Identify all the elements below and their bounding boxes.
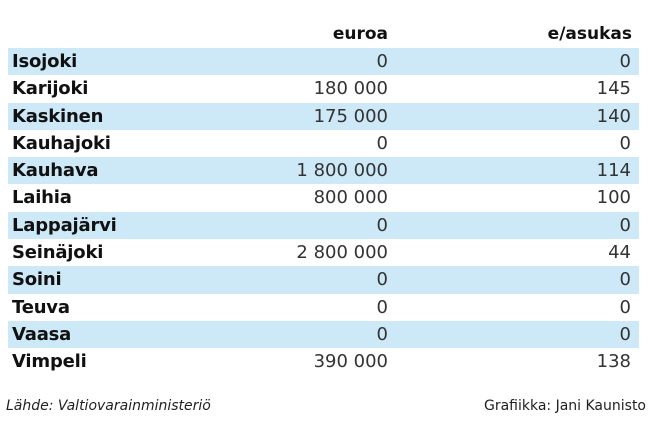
municipality-name: Seinäjoki [12,242,104,264]
euroa-value: 180 000 [313,78,388,100]
table-row: Kauhajoki 0 0 [8,130,639,157]
euroa-value: 0 [376,51,388,72]
municipality-name: Karijoki [12,78,89,100]
euroa-value: 2 800 000 [296,242,388,264]
table-header: euroa e/asukas [8,24,639,48]
euroa-value: 0 [376,214,388,236]
table-row: Isojoki 0 0 [8,48,639,76]
column-header-e-per-asukas: e/asukas [547,24,632,44]
municipality-name: Kauhajoki [12,132,111,154]
municipality-name: Laihia [12,187,72,209]
table-row: Laihia 800 000 100 [8,184,639,211]
table-row: Karijoki 180 000 145 [8,75,639,102]
per-capita-value: 145 [596,78,631,100]
table-row: Kauhava 1 800 000 114 [8,157,639,185]
per-capita-value: 0 [619,296,631,318]
per-capita-value: 0 [619,51,631,72]
municipality-name: Isojoki [12,51,78,72]
table-row: Vimpeli 390 000 138 [8,348,639,375]
euroa-value: 1 800 000 [296,160,388,182]
per-capita-value: 0 [619,269,631,291]
euroa-value: 175 000 [313,105,388,127]
graphic-credit: Grafiikka: Jani Kaunisto [483,398,646,414]
table-row: Lappajärvi 0 0 [8,211,639,240]
per-capita-value: 100 [596,187,631,209]
table-row: Soini 0 0 [8,266,639,294]
table-row: Teuva 0 0 [8,294,639,321]
per-capita-value: 0 [619,214,631,236]
per-capita-value: 44 [608,242,631,264]
municipality-name: Kauhava [12,160,99,182]
euroa-value: 800 000 [313,187,388,209]
table-row: Vaasa 0 0 [8,320,639,349]
table-row: Kaskinen 175 000 140 [8,102,639,130]
municipality-name: Lappajärvi [12,214,117,236]
euroa-value: 0 [376,296,388,318]
per-capita-value: 0 [619,132,631,154]
municipality-name: Soini [12,269,62,291]
per-capita-value: 114 [596,160,631,182]
data-table: euroa e/asukas Isojoki 0 0 Karijoki 180 000 1… [8,24,639,376]
municipality-name: Vimpeli [12,351,87,373]
municipality-name: Teuva [12,296,70,318]
table-body: Isojoki 0 0 Karijoki 180 000 145 Kaskinen 175 0… [8,48,639,376]
per-capita-value: 138 [596,351,631,373]
euroa-value: 0 [376,323,388,345]
municipality-name: Vaasa [12,323,72,345]
table-row: Seinäjoki 2 800 000 44 [8,239,639,266]
per-capita-value: 140 [596,105,631,127]
euroa-value: 390 000 [313,351,388,373]
municipality-name: Kaskinen [12,105,104,127]
euroa-value: 0 [376,132,388,154]
source-note: Lähde: Valtiovarainministeriö [6,398,211,414]
column-header-euroa: euroa [332,24,388,44]
euroa-value: 0 [376,269,388,291]
per-capita-value: 0 [619,323,631,345]
